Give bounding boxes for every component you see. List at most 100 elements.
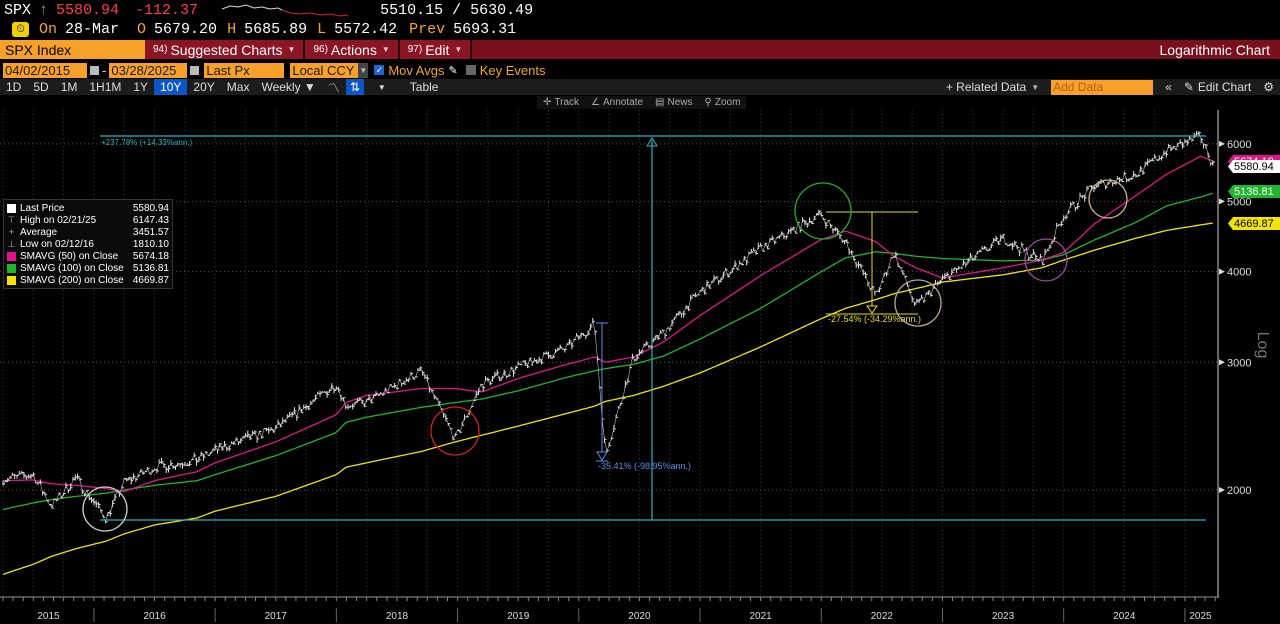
svg-text:2015: 2015 [37, 611, 60, 622]
average-marker-icon: + [8, 226, 15, 237]
gear-icon[interactable]: ⚙ [1263, 80, 1274, 94]
zoom-label: Zoom [714, 97, 741, 108]
calendar-icon[interactable] [90, 65, 99, 75]
legend-item-sma100: SMAVG (100) on Close 5136.81 [7, 262, 169, 274]
period-1y[interactable]: 1Y [133, 80, 149, 94]
start-date-field[interactable]: 04/02/2015 [3, 62, 87, 78]
on-label: On [39, 21, 58, 38]
edit-chart-button[interactable]: ✎ Edit Chart [1178, 79, 1257, 95]
svg-text:Log: Log [1254, 332, 1271, 359]
settings-row: 04/02/2015 - 03/28/2025 Last Px Local CC… [0, 62, 1280, 78]
legend-value: 3451.57 [132, 226, 169, 238]
gauge-icon[interactable]: ⏲ [12, 22, 29, 37]
edit-menu[interactable]: 97) Edit ▼ [399, 40, 473, 59]
news-button[interactable]: ▤ News [649, 96, 698, 109]
chart-legend[interactable]: Last Price 5580.94 ⊤ High on 02/21/25 61… [3, 199, 173, 289]
end-date-field[interactable]: 03/28/2025 [109, 62, 188, 78]
price-chart[interactable]: 2000 3000 4000 5000 6000 Log 2015 2016 2017 2018 2… [0, 95, 1280, 624]
add-data-input[interactable]: Add Data [1051, 79, 1154, 95]
net-change: -112.37 [135, 1, 199, 19]
field-select[interactable]: Last Px [204, 62, 285, 78]
open-label: O [137, 21, 147, 38]
period-1h1m[interactable]: 1H1M [89, 80, 122, 94]
prev-label: Prev [409, 21, 446, 38]
bar-chart-icon[interactable]: ⇅ [345, 79, 364, 95]
related-data-button[interactable]: + Related Data ▼ [940, 79, 1045, 95]
last-price: 5580.94 [56, 1, 120, 19]
high-marker-icon: ⊤ [7, 214, 16, 225]
caret-down-icon: ▼ [454, 45, 463, 54]
svg-text:2000: 2000 [1227, 485, 1251, 497]
period-10y[interactable]: 10Y [154, 79, 188, 95]
period-5d[interactable]: 5D [33, 80, 49, 94]
svg-text:2023: 2023 [992, 611, 1015, 622]
sparkline-icon [221, 4, 349, 17]
actions-menu[interactable]: 96) Actions ▼ [305, 40, 400, 59]
legend-label: SMAVG (50) on Close [20, 250, 119, 262]
period-1d[interactable]: 1D [6, 80, 22, 94]
line-chart-icon[interactable]: 〽 [327, 80, 340, 95]
calendar-icon[interactable] [190, 65, 200, 75]
menu-label: Edit [425, 41, 450, 58]
bid-ask: 5510.15 / 5630.49 [380, 1, 534, 19]
chart-toolbar: 1D 5D 1M 1H1M 1Y 10Y 20Y Max Weekly ▼ 〽 … [0, 79, 1280, 95]
prev-value: 5693.31 [453, 21, 517, 38]
currency-dropdown-icon[interactable]: ▼ [358, 62, 369, 78]
period-max[interactable]: Max [226, 80, 250, 94]
legend-item-average: + Average 3451.57 [7, 226, 169, 238]
annotate-icon: ∠ [591, 97, 600, 108]
menu-label: Actions [330, 41, 377, 58]
frequency-select[interactable]: Weekly ▼ [261, 80, 316, 94]
up-arrow-icon: ↑ [39, 1, 49, 19]
currency-select[interactable]: Local CCY [290, 62, 359, 78]
news-icon: ▤ [655, 97, 665, 108]
legend-swatch [7, 263, 16, 273]
related-data-label: + Related Data [945, 80, 1027, 94]
legend-value: 4669.87 [132, 274, 169, 286]
track-label: Track [554, 97, 580, 108]
menu-number: 96) [313, 44, 328, 55]
pencil-icon[interactable]: ✎ [448, 64, 458, 77]
security-field[interactable]: SPX Index [0, 40, 145, 59]
low-marker-icon: ⊥ [7, 238, 16, 249]
period-20y[interactable]: 20Y [193, 80, 215, 94]
svg-text:3000: 3000 [1227, 357, 1251, 369]
suggested-charts-menu[interactable]: 94) Suggested Charts ▼ [145, 40, 306, 59]
svg-text:2016: 2016 [143, 611, 166, 622]
svg-text:2024: 2024 [1113, 611, 1136, 622]
svg-text:2017: 2017 [265, 611, 288, 622]
svg-text:-35.41% (-98.95%ann.): -35.41% (-98.95%ann.) [598, 461, 691, 471]
quote-date: 28-Mar [65, 21, 120, 38]
legend-label: SMAVG (200) on Close [20, 274, 124, 286]
period-1m[interactable]: 1M [60, 80, 78, 94]
open-value: 5679.20 [154, 21, 218, 38]
table-button[interactable]: Table [409, 80, 439, 94]
svg-text:2025: 2025 [1189, 611, 1212, 622]
svg-text:2018: 2018 [386, 611, 409, 622]
chart-canvas[interactable]: 2000 3000 4000 5000 6000 Log 2015 2016 2017 2018 2… [0, 95, 1280, 624]
zoom-button[interactable]: ⚲ Zoom [699, 96, 747, 109]
svg-text:4000: 4000 [1227, 267, 1251, 279]
legend-label: SMAVG (100) on Close [20, 262, 124, 274]
legend-label: Average [20, 226, 58, 238]
date-separator: - [102, 62, 107, 78]
chart-title: Logarithmic Chart [1159, 41, 1271, 58]
annotation-toolbar: ✛ Track ∠ Annotate ▤ News ⚲ Zoom [537, 96, 747, 109]
mov-avgs-checkbox[interactable]: ✓ [374, 65, 385, 75]
legend-value: 6147.43 [132, 214, 169, 226]
menu-label: Suggested Charts [170, 41, 283, 58]
news-label: News [667, 97, 693, 108]
sma200-axis-tag: 4669.87 [1228, 217, 1280, 230]
annotate-button[interactable]: ∠ Annotate [585, 96, 649, 109]
low-value: 5572.42 [334, 21, 398, 38]
edit-chart-label: Edit Chart [1197, 80, 1252, 94]
key-events-checkbox[interactable] [465, 65, 476, 75]
collapse-button[interactable]: « [1165, 80, 1172, 94]
annotate-label: Annotate [603, 97, 644, 108]
track-button[interactable]: ✛ Track [537, 96, 585, 109]
legend-value: 5674.18 [132, 250, 169, 262]
chart-type-dropdown-icon[interactable]: ▼ [377, 82, 386, 92]
menu-number: 97) [407, 44, 423, 55]
svg-text:6000: 6000 [1227, 139, 1251, 151]
sma100-axis-tag: 5136.81 [1228, 185, 1280, 198]
